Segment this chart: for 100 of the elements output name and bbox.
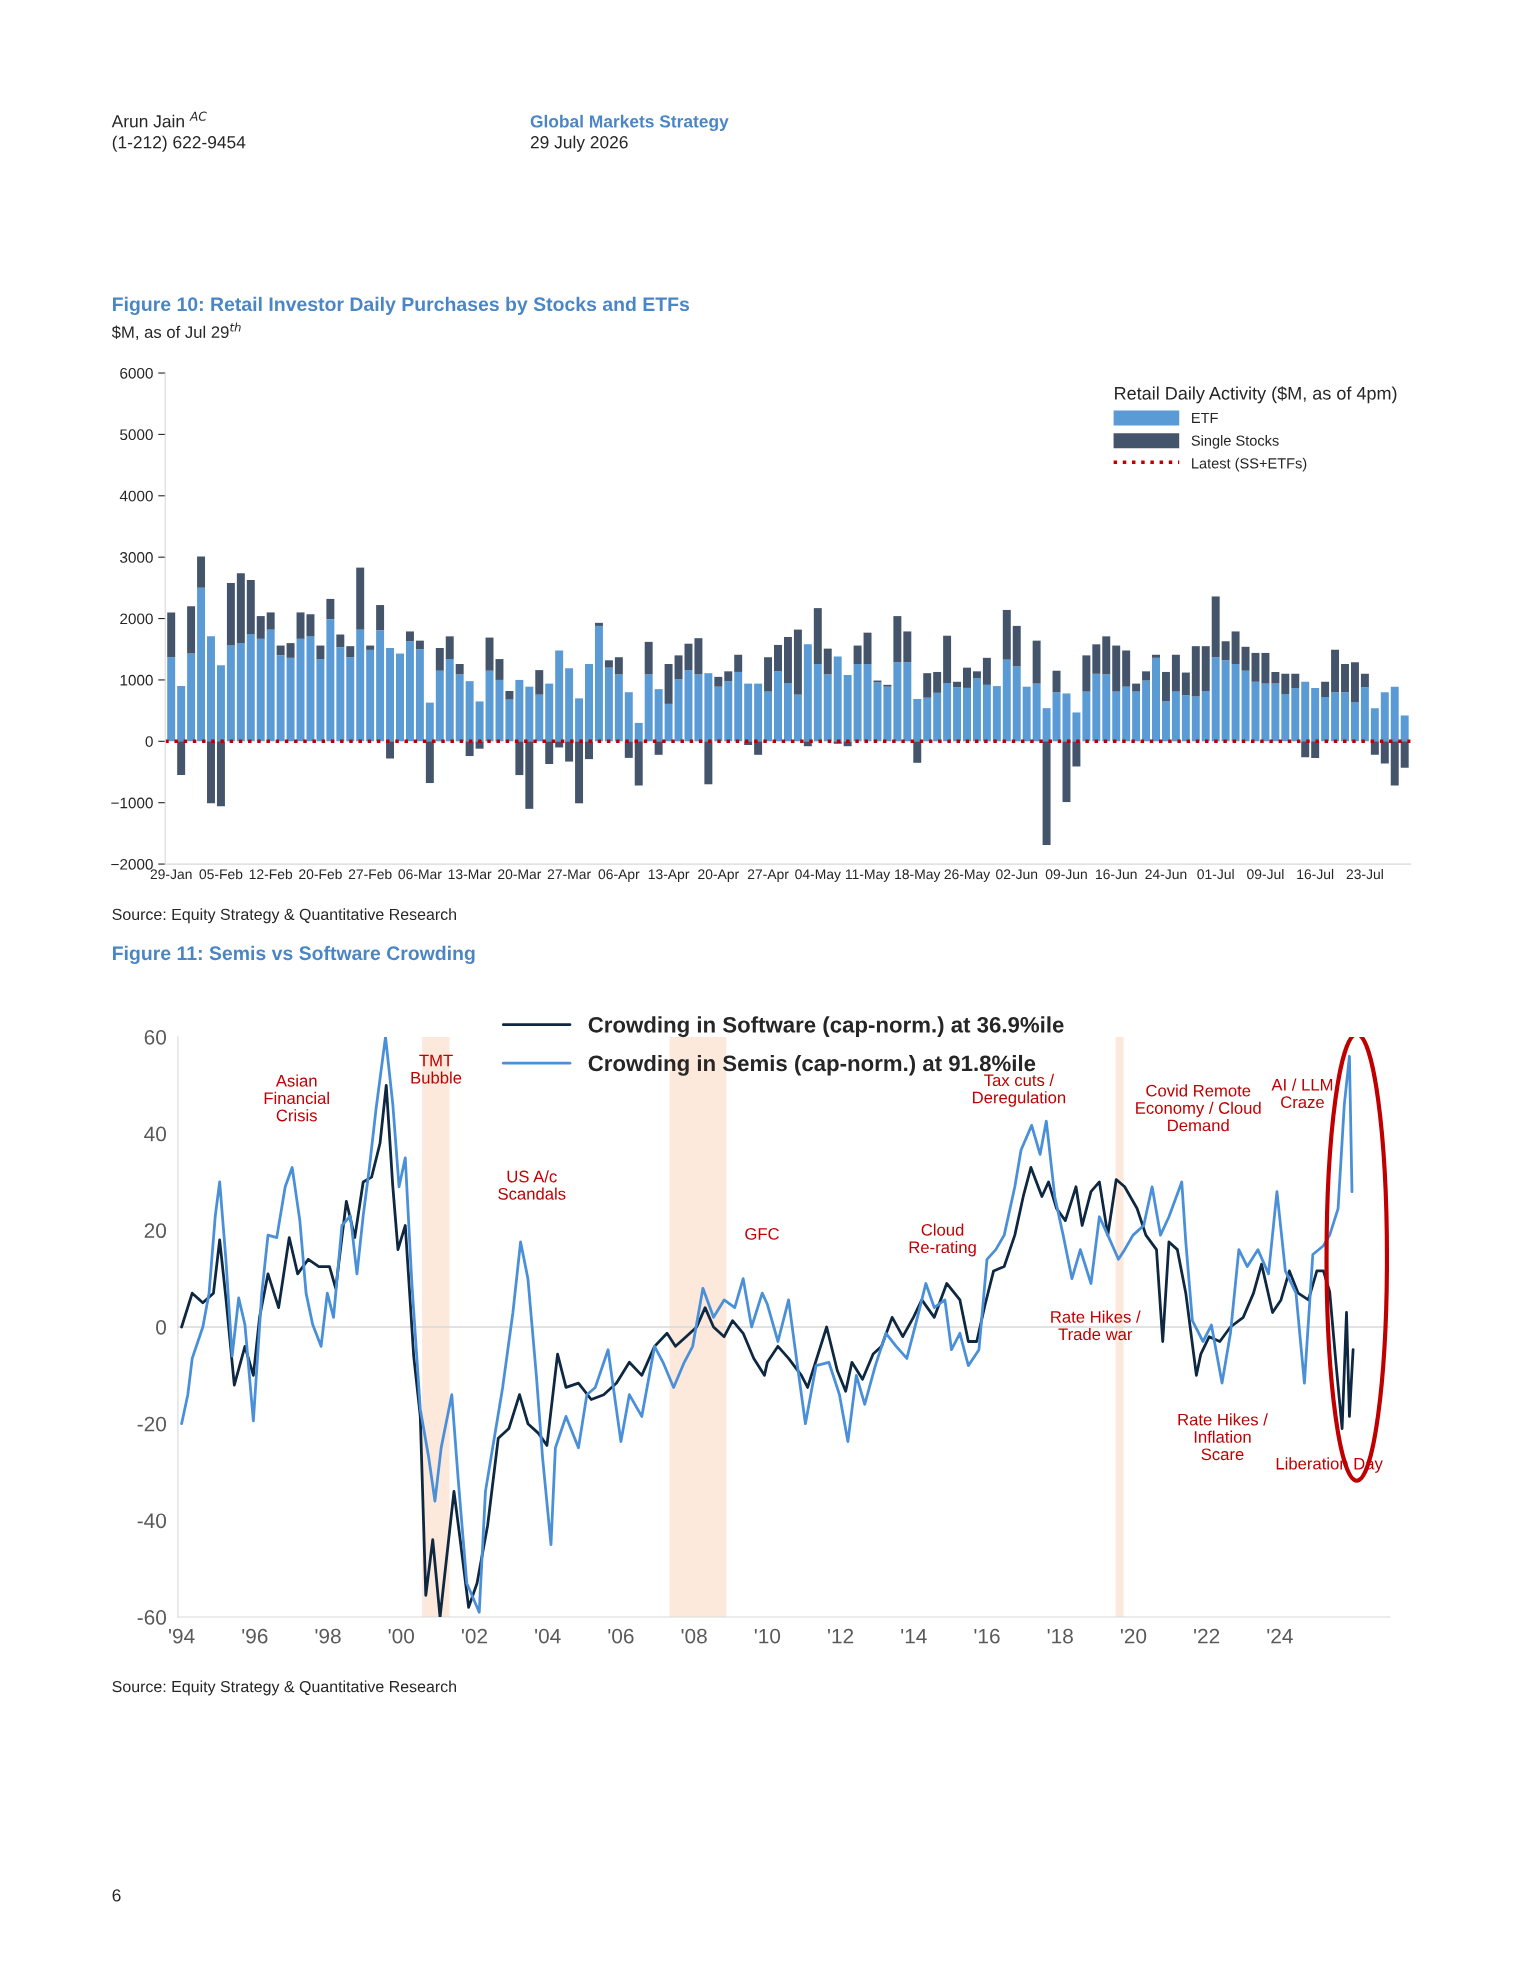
bar [714, 686, 723, 742]
bar [1201, 646, 1210, 691]
bar [1350, 702, 1359, 742]
bar [545, 741, 554, 765]
bar [1012, 625, 1021, 667]
bar [734, 654, 743, 672]
y-tick-label: 2000 [120, 613, 153, 625]
bar [754, 741, 763, 755]
bar [1022, 686, 1031, 742]
bar [1390, 686, 1399, 742]
x-tick-label: 16-Jul [1297, 868, 1334, 880]
chart-title: Figure 11: Semis vs Software Crowding [112, 945, 475, 965]
x-tick-label: 13-Mar [448, 869, 492, 880]
bar [1281, 673, 1290, 695]
bar [1122, 650, 1131, 687]
bar [594, 622, 603, 626]
bar [1261, 652, 1270, 684]
bar [982, 657, 991, 685]
y-tick-label: -40 [137, 1513, 167, 1529]
bar [396, 653, 404, 742]
bar [694, 638, 703, 675]
bar [465, 681, 474, 742]
bar [246, 579, 255, 634]
x-tick-label: '22 [1194, 1628, 1220, 1644]
annotation: TMT Bubble [411, 1054, 462, 1084]
bar [555, 741, 564, 748]
bar [1221, 641, 1230, 661]
bar [187, 653, 196, 742]
y-tick-label: -20 [137, 1416, 167, 1432]
bar [585, 663, 593, 742]
bar [1341, 663, 1349, 693]
chart-subtitle: $M, as of Jul 29$^{th}$ [111, 322, 241, 340]
bar [346, 646, 355, 658]
bar [813, 663, 822, 742]
chart-title: Figure 10: Retail Investor Daily Purchases by Stocks and ETFs [112, 296, 690, 316]
bar [1012, 666, 1021, 742]
bar [863, 632, 872, 664]
bar [1331, 649, 1340, 693]
bar [1191, 696, 1200, 742]
bar [465, 741, 474, 757]
x-tick-label: 24-Jun [1145, 869, 1187, 880]
legend-label: Single Stocks [1191, 435, 1279, 449]
bar [187, 606, 196, 654]
bar [1301, 741, 1310, 758]
bar [972, 678, 981, 742]
x-tick-label: 06-Mar [398, 869, 442, 880]
bar [853, 663, 862, 742]
bar [565, 668, 574, 742]
bar [883, 686, 892, 742]
bar [624, 741, 633, 758]
bar [1241, 646, 1250, 671]
bar [525, 686, 534, 742]
bar [415, 649, 424, 742]
bar [1092, 673, 1101, 742]
bar [386, 741, 395, 759]
bar [505, 699, 514, 742]
x-tick-label: 09-Jul [1247, 868, 1284, 880]
bar [893, 616, 902, 663]
bar [376, 605, 385, 631]
bar [644, 641, 653, 675]
bar [455, 663, 464, 675]
bar [744, 683, 753, 742]
bar [903, 662, 912, 742]
x-tick-label: 20-Apr [698, 869, 739, 882]
x-tick-label: 06-Apr [598, 869, 640, 882]
bar [1291, 673, 1300, 688]
bar [704, 741, 713, 785]
bar [913, 698, 922, 742]
bar [356, 567, 365, 630]
y-tick-label: −1000 [111, 797, 153, 809]
bar [1380, 692, 1389, 742]
bar [336, 634, 345, 648]
bar [943, 635, 952, 683]
bar [714, 676, 723, 687]
annotation: Asian Financial Crisis [264, 1074, 329, 1122]
bar [992, 686, 1001, 742]
bar [1211, 596, 1220, 658]
bar [336, 647, 345, 742]
y-tick-label: 0 [156, 1320, 167, 1335]
x-tick-label: 20-Mar [498, 869, 542, 880]
bar [764, 657, 773, 692]
bar [266, 612, 275, 630]
bar [963, 667, 971, 688]
bar [266, 629, 275, 742]
bar [1112, 645, 1121, 692]
bar [256, 616, 265, 639]
bar [276, 645, 285, 656]
bar [943, 683, 952, 742]
bar [724, 681, 733, 742]
y-tick-label: 1000 [120, 674, 153, 686]
bar [783, 636, 792, 683]
source-note: Source: Equity Strategy & Quantitative Research [112, 908, 457, 924]
x-tick-label: '06 [608, 1628, 634, 1644]
bar [445, 636, 454, 660]
bar [1082, 655, 1091, 692]
bar [1400, 741, 1409, 768]
bar [1181, 672, 1190, 696]
bar [515, 679, 524, 742]
x-tick-label: 02-Jun [996, 869, 1038, 880]
bar [1261, 683, 1270, 742]
